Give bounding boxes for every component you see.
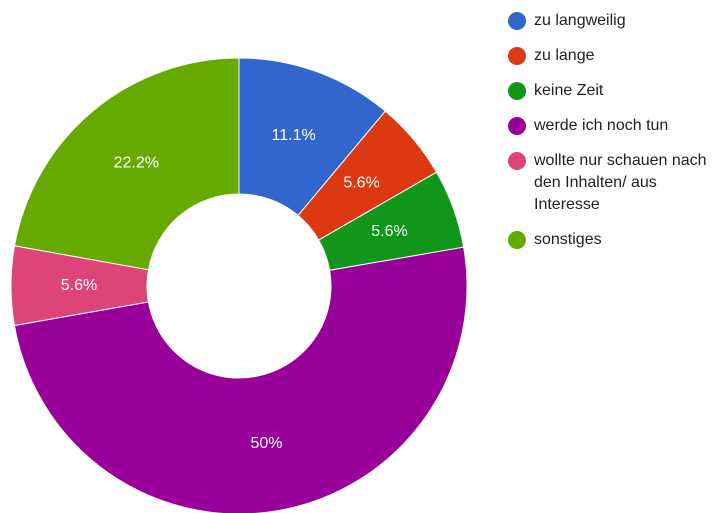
legend-label: keine Zeit	[534, 82, 604, 99]
legend-swatch	[508, 231, 526, 249]
legend: zu langweilig zu lange keine Zeit werde ich…	[508, 10, 720, 264]
legend-swatch	[508, 152, 526, 170]
legend-item: wollte nur schauen nach den Inhalten/ au…	[508, 150, 720, 216]
legend-item: sonstiges	[508, 229, 720, 251]
legend-item: werde ich noch tun	[508, 115, 720, 137]
legend-label: zu langweilig	[534, 12, 626, 29]
legend-swatch	[508, 47, 526, 65]
legend-swatch	[508, 82, 526, 100]
slice-label: 5.6%	[371, 223, 407, 240]
slice	[13, 57, 240, 271]
slice-label: 22.2%	[114, 155, 159, 172]
legend-label: zu lange	[534, 47, 595, 64]
slice-label: 5.6%	[61, 277, 97, 294]
legend-item: zu langweilig	[508, 10, 720, 32]
slice-label: 5.6%	[343, 174, 379, 191]
legend-label: sonstiges	[534, 231, 602, 248]
legend-label: wollte nur schauen nach den Inhalten/ au…	[534, 152, 707, 213]
slice-label: 50%	[250, 435, 282, 452]
slice-label: 11.1%	[272, 127, 316, 144]
legend-item: zu lange	[508, 45, 720, 67]
legend-swatch	[508, 117, 526, 135]
legend-swatch	[508, 12, 526, 30]
legend-item: keine Zeit	[508, 80, 720, 102]
slice	[13, 246, 468, 513]
legend-label: werde ich noch tun	[534, 117, 669, 134]
